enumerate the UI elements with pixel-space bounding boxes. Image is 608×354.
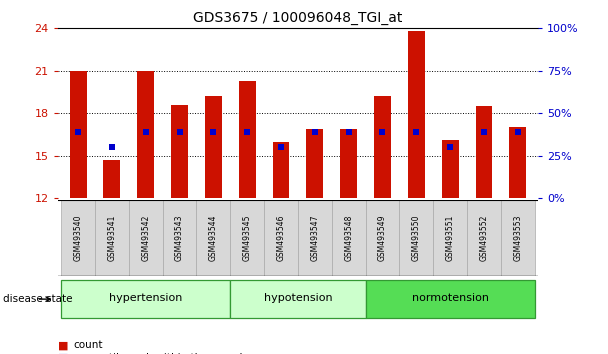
Bar bbox=[408, 31, 425, 198]
Text: ■: ■ bbox=[58, 353, 68, 354]
Text: GSM493541: GSM493541 bbox=[108, 215, 116, 261]
Point bbox=[310, 129, 320, 135]
Point bbox=[445, 144, 455, 150]
Bar bbox=[196, 200, 230, 276]
Bar bbox=[162, 200, 196, 276]
Bar bbox=[475, 106, 492, 198]
Text: normotension: normotension bbox=[412, 293, 489, 303]
Bar bbox=[332, 200, 365, 276]
Bar bbox=[129, 200, 162, 276]
Point bbox=[141, 129, 151, 135]
Text: percentile rank within the sample: percentile rank within the sample bbox=[73, 353, 249, 354]
Title: GDS3675 / 100096048_TGI_at: GDS3675 / 100096048_TGI_at bbox=[193, 11, 402, 24]
Text: ■: ■ bbox=[58, 340, 68, 350]
Bar bbox=[137, 71, 154, 198]
Bar bbox=[467, 200, 501, 276]
Text: GSM493553: GSM493553 bbox=[513, 215, 522, 261]
Bar bbox=[298, 200, 332, 276]
Text: hypotension: hypotension bbox=[264, 293, 332, 303]
Text: GSM493548: GSM493548 bbox=[344, 215, 353, 261]
Point bbox=[412, 129, 421, 135]
Point bbox=[174, 129, 184, 135]
Point bbox=[344, 129, 353, 135]
Text: GSM493550: GSM493550 bbox=[412, 215, 421, 261]
Point bbox=[276, 144, 286, 150]
Bar bbox=[230, 200, 264, 276]
Bar bbox=[340, 129, 357, 198]
Bar bbox=[264, 200, 298, 276]
Bar bbox=[171, 105, 188, 198]
Text: GSM493546: GSM493546 bbox=[277, 215, 286, 261]
Bar bbox=[510, 127, 527, 198]
Bar bbox=[205, 96, 222, 198]
Bar bbox=[61, 200, 95, 276]
Text: GSM493552: GSM493552 bbox=[480, 215, 488, 261]
Bar bbox=[103, 160, 120, 198]
Point bbox=[73, 129, 83, 135]
Bar bbox=[69, 71, 86, 198]
Bar bbox=[239, 81, 255, 198]
Text: hypertension: hypertension bbox=[109, 293, 182, 303]
Point bbox=[243, 129, 252, 135]
Bar bbox=[434, 200, 467, 276]
Bar bbox=[95, 200, 129, 276]
Text: count: count bbox=[73, 340, 103, 350]
Bar bbox=[306, 129, 323, 198]
Text: GSM493551: GSM493551 bbox=[446, 215, 455, 261]
Bar bbox=[230, 280, 365, 318]
Point bbox=[479, 129, 489, 135]
Point bbox=[209, 129, 218, 135]
Text: disease state: disease state bbox=[3, 294, 72, 304]
Text: GSM493549: GSM493549 bbox=[378, 215, 387, 261]
Text: GSM493547: GSM493547 bbox=[310, 215, 319, 261]
Text: GSM493544: GSM493544 bbox=[209, 215, 218, 261]
Text: GSM493542: GSM493542 bbox=[141, 215, 150, 261]
Text: GSM493545: GSM493545 bbox=[243, 215, 252, 261]
Bar bbox=[272, 142, 289, 198]
Point bbox=[513, 129, 523, 135]
Bar bbox=[374, 96, 391, 198]
Point bbox=[378, 129, 387, 135]
Bar bbox=[365, 200, 399, 276]
Point bbox=[107, 144, 117, 150]
Bar bbox=[441, 140, 458, 198]
Text: GSM493543: GSM493543 bbox=[175, 215, 184, 261]
Bar bbox=[399, 200, 434, 276]
Bar bbox=[501, 200, 534, 276]
Bar bbox=[61, 280, 230, 318]
Text: GSM493540: GSM493540 bbox=[74, 215, 83, 261]
Bar bbox=[365, 280, 534, 318]
